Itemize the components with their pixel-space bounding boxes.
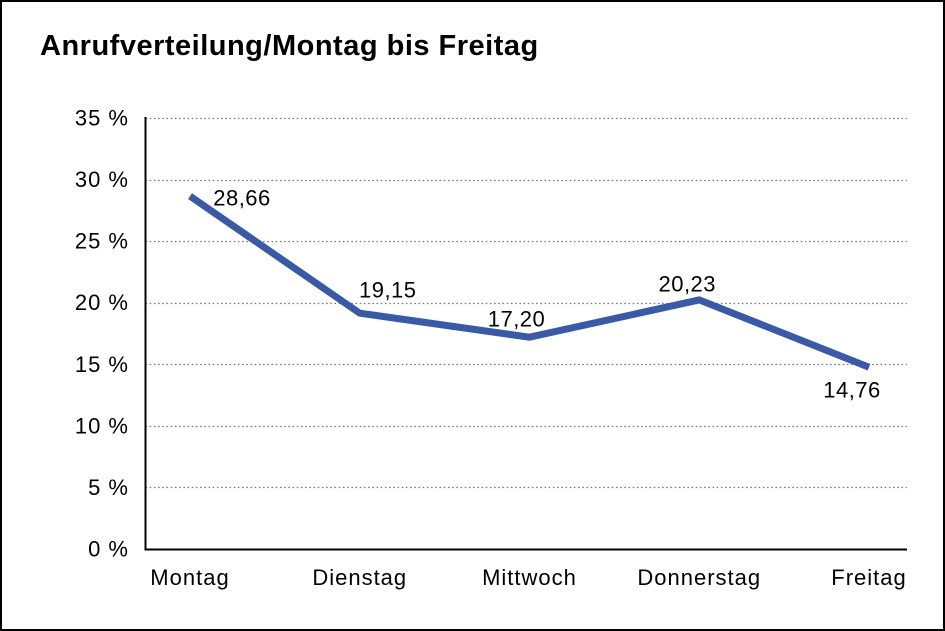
data-point-label: 19,15 xyxy=(359,278,417,303)
y-tick-label: 15 % xyxy=(75,352,129,377)
chart-title: Anrufverteilung/Montag bis Freitag xyxy=(40,30,539,62)
axes-group xyxy=(144,117,907,551)
y-tick-label: 5 % xyxy=(88,475,129,500)
series-line-anrufverteilung xyxy=(188,193,871,371)
data-point-label: 20,23 xyxy=(658,271,716,296)
y-tick-label: 0 % xyxy=(88,536,129,561)
y-tick-label: 10 % xyxy=(75,413,129,438)
labels-group: 0 % 5 % 10 % 15 % 20 % 25 % 30 % 35 % Montag Dien… xyxy=(75,105,906,590)
data-point-label: 28,66 xyxy=(213,186,271,211)
y-tick-label: 20 % xyxy=(75,290,129,315)
x-category-label: Freitag xyxy=(831,565,906,590)
y-tick-label: 30 % xyxy=(75,167,129,192)
y-tick-label: 25 % xyxy=(75,229,129,254)
data-point-label: 17,20 xyxy=(488,307,546,332)
x-category-label: Montag xyxy=(150,565,229,590)
y-tick-label: 35 % xyxy=(75,105,129,130)
data-point-label: 14,76 xyxy=(823,378,881,403)
gridlines-group xyxy=(145,117,907,489)
x-category-label: Mittwoch xyxy=(482,565,577,590)
x-category-label: Dienstag xyxy=(312,565,407,590)
series-group xyxy=(188,193,871,371)
x-category-label: Donnerstag xyxy=(637,565,761,590)
